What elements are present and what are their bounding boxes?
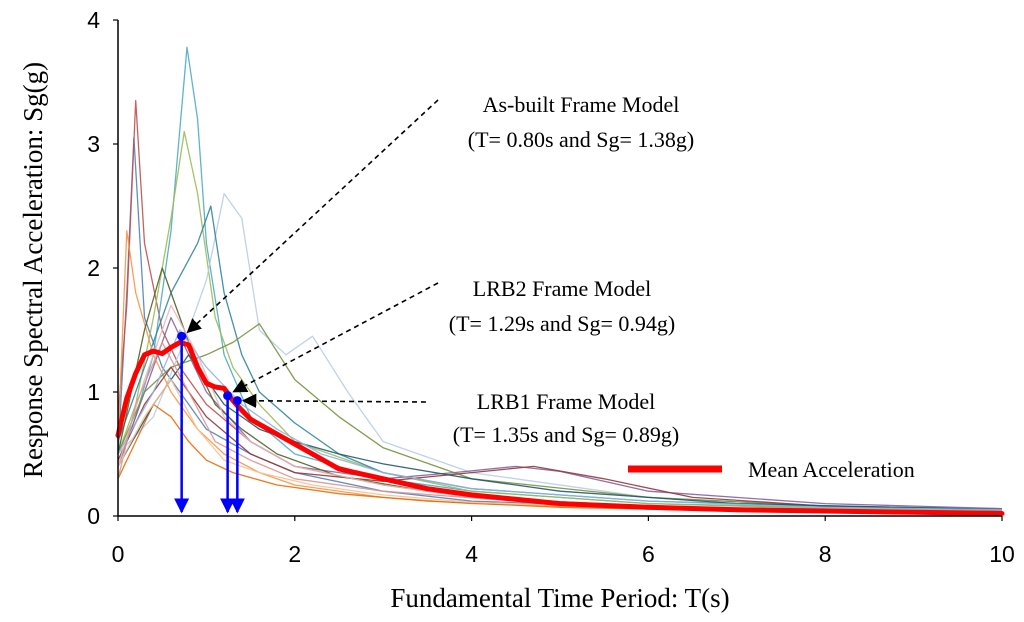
x-tick-label-2: 4	[465, 541, 478, 567]
x-tick-label-1: 2	[288, 541, 301, 567]
marker-layer	[174, 331, 245, 514]
series-record-4	[117, 130, 1003, 512]
axes: 0 1 2 3 4 0 2 4 6 8 10	[87, 7, 1015, 567]
x-tick-label-5: 10	[989, 541, 1015, 567]
annotation-arrow-2	[232, 282, 439, 393]
y-tick-label-4: 4	[87, 7, 100, 33]
annotation-2-line-1: LRB2 Frame Model	[473, 276, 651, 301]
annotation-3-line-2: (T= 1.35s and Sg= 0.89g)	[453, 422, 679, 447]
annotation-1-line-1: As-built Frame Model	[483, 92, 680, 117]
series-record-15	[117, 329, 1003, 511]
marker-lrb1	[232, 396, 242, 406]
annotation-2-line-2: (T= 1.29s and Sg= 0.94g)	[449, 311, 675, 336]
x-tick-label-3: 6	[642, 541, 655, 567]
series-record-2	[117, 99, 1003, 513]
marker-lrb2	[223, 391, 233, 401]
y-tick-label-2: 2	[87, 255, 100, 281]
legend-mean-label: Mean Acceleration	[748, 457, 915, 482]
y-axis-title: Response Spectral Acceleration: Sg(g)	[18, 62, 48, 478]
y-tick-label-3: 3	[87, 131, 100, 157]
annotation-1-line-2: (T= 0.80s and Sg= 1.38g)	[468, 127, 694, 152]
x-axis-title: Fundamental Time Period: T(s)	[390, 583, 729, 613]
series-record-5	[117, 192, 1003, 511]
annotation-3-line-1: LRB1 Frame Model	[477, 389, 655, 414]
annotation-layer: As-built Frame Model (T= 0.80s and Sg= 1.…	[186, 92, 694, 447]
x-tick-label-4: 8	[819, 541, 832, 567]
annotation-arrow-3	[241, 393, 427, 408]
x-tick-label-0: 0	[112, 541, 125, 567]
annotation-arrow-1	[186, 99, 439, 334]
marker-as-built	[177, 331, 187, 341]
y-tick-label-0: 0	[87, 503, 100, 529]
legend: Mean Acceleration	[628, 457, 915, 482]
y-tick-label-1: 1	[87, 379, 100, 405]
